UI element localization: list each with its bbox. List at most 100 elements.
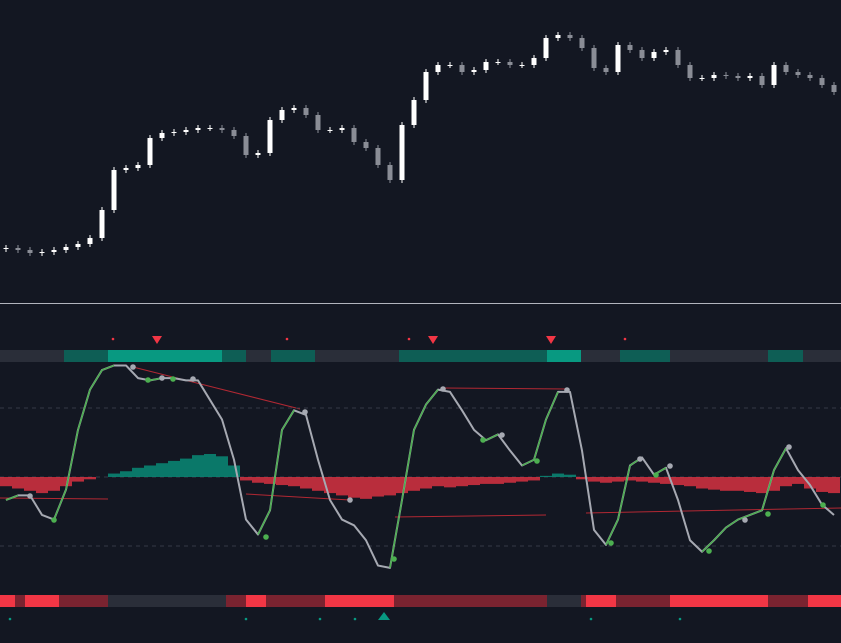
state-band: [581, 350, 620, 362]
histogram-bar: [120, 471, 132, 477]
histogram-bar: [444, 477, 456, 488]
state-band: [108, 350, 222, 362]
candle-body: [387, 165, 393, 180]
histogram-bar: [372, 477, 384, 497]
histogram-bar: [108, 473, 120, 477]
state-band: [315, 350, 399, 362]
oscillator-rise: [617, 465, 631, 520]
oscillator-rise: [725, 518, 739, 529]
oscillator-rise: [761, 469, 775, 511]
histogram-bar: [780, 477, 792, 487]
candle-body: [255, 153, 261, 155]
candle-body: [291, 108, 297, 110]
state-band: [222, 350, 246, 362]
candle-body: [303, 108, 309, 115]
candle-body: [195, 128, 201, 130]
oscillator-rise: [545, 391, 559, 420]
histogram-bar: [36, 477, 48, 494]
histogram-bar: [732, 477, 744, 491]
histogram-bar: [684, 477, 696, 487]
pivot-dot: [27, 493, 33, 499]
state-band: [108, 595, 226, 607]
pivot-dot: [742, 517, 748, 523]
pivot-dot: [499, 432, 505, 438]
candle-body: [507, 62, 513, 65]
pivot-dot: [564, 387, 570, 393]
candle-body: [363, 142, 369, 148]
pivot-dot: [765, 511, 771, 517]
oscillator-rise: [521, 459, 535, 467]
histogram-bar: [144, 465, 156, 477]
candle-body: [699, 78, 705, 79]
state-band: [803, 350, 841, 362]
histogram-bar: [612, 477, 624, 482]
candle-body: [759, 76, 765, 85]
histogram-bar: [84, 477, 96, 480]
oscillator-rise: [389, 499, 403, 568]
pivot-dot: [667, 463, 673, 469]
state-band: [226, 595, 246, 607]
pivot-dot: [534, 458, 540, 464]
candle-body: [159, 133, 165, 138]
candle-body: [315, 115, 321, 130]
oscillator-rise: [425, 389, 439, 406]
signal-triangle: [546, 336, 556, 344]
oscillator-rise: [65, 429, 79, 490]
state-band: [246, 350, 271, 362]
candle-body: [519, 65, 525, 66]
histogram-bar: [564, 474, 576, 477]
candle-body: [807, 75, 813, 78]
histogram-bar: [72, 477, 84, 482]
signal-dot: [285, 337, 289, 341]
state-band: [620, 350, 670, 362]
pivot-dot: [190, 376, 196, 382]
oscillator-rise: [53, 489, 67, 520]
signal-dot: [353, 617, 357, 621]
histogram-bar: [252, 477, 264, 483]
pivot-dot: [263, 534, 269, 540]
histogram-bar: [696, 477, 708, 489]
histogram-bar: [408, 477, 420, 491]
candle-body: [171, 132, 177, 133]
histogram-bar: [156, 463, 168, 477]
candle-body: [567, 35, 573, 38]
pivot-dot: [608, 540, 614, 546]
divergence-line: [442, 387, 568, 390]
signal-triangle: [428, 336, 438, 344]
signal-dot: [111, 337, 115, 341]
histogram-bar: [540, 475, 552, 477]
divergence-line: [245, 493, 351, 501]
signal-dot: [589, 617, 593, 621]
histogram-bar: [24, 477, 36, 491]
oscillator-rise: [269, 429, 283, 511]
signal-dot: [318, 617, 322, 621]
state-band: [670, 350, 768, 362]
pivot-dot: [130, 364, 136, 370]
histogram-bar: [600, 477, 612, 483]
candle-body: [603, 68, 609, 72]
candle-body: [99, 210, 105, 238]
candle-body: [735, 76, 741, 78]
pivot-dot: [145, 377, 151, 383]
pivot-dot: [302, 409, 308, 415]
pivot-dot: [159, 375, 165, 381]
histogram-bar: [456, 477, 468, 487]
oscillator-rise: [401, 429, 415, 501]
state-band: [64, 350, 108, 362]
histogram-bar: [648, 477, 660, 483]
candle-body: [495, 62, 501, 63]
candle-body: [435, 65, 441, 72]
state-band: [616, 595, 670, 607]
oscillator-rise: [605, 519, 619, 546]
candle-body: [63, 247, 69, 250]
histogram-bar: [420, 477, 432, 489]
divergence-line: [0, 497, 109, 500]
histogram-bar: [504, 477, 516, 483]
candle-body: [555, 35, 561, 38]
candle-body: [663, 50, 669, 52]
histogram-bar: [636, 477, 648, 482]
histogram-bar: [828, 477, 840, 494]
candle-body: [543, 38, 549, 58]
candle-body: [771, 65, 777, 85]
